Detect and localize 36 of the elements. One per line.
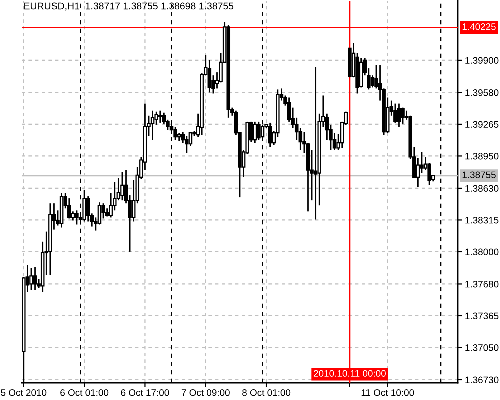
y-tick-label: 1.37050 [466,344,499,352]
candlestick [268,122,272,148]
candlestick [397,103,402,128]
candlestick [185,135,189,154]
chart-title: EURUSD,H1 1.38717 1.38755 1.38698 1.38755 [24,2,234,11]
candlestick [68,198,72,220]
x-tick-label: 5 Oct 2010 [1,390,47,396]
y-tick-label: 1.37365 [466,312,499,320]
candlestick [253,121,258,144]
candlestick [314,66,318,220]
y-tick-label: 1.39580 [466,90,499,96]
y-tick-label: 1.39900 [466,57,499,64]
x-tick-label: 11 Oct 10:00 [362,390,414,396]
y-tick-label: 1.38630 [466,185,499,192]
x-tick-label: 8 Oct 01:00 [242,390,291,396]
candlestick [120,172,124,202]
candlestick [30,267,34,291]
x-tick-label: 6 Oct 17:00 [121,390,170,396]
candlestick [158,110,162,124]
y-tick-label: 1.36730 [466,376,499,384]
candlestick [33,266,38,291]
candlestick [394,103,398,124]
y-tick-label: 1.37680 [466,281,499,288]
candlestick [420,151,424,174]
x-tick-label: 2010.10.11 00:00 [314,370,386,377]
y-tick-label: 1.38000 [466,248,499,256]
y-tick-label: 1.38950 [466,153,499,160]
x-tick-label: 6 Oct 01:00 [60,390,109,396]
y-tick-label: 1.39265 [466,121,499,128]
y-tick-label: 1.38315 [466,217,499,224]
candlestick [208,60,212,94]
x-tick-label: 7 Oct 09:00 [182,390,230,396]
candlestick [401,107,405,125]
candlestick [150,110,155,141]
ref-line-label: 1.38755 [462,172,496,178]
ref-line-label: 1.40225 [462,24,496,30]
